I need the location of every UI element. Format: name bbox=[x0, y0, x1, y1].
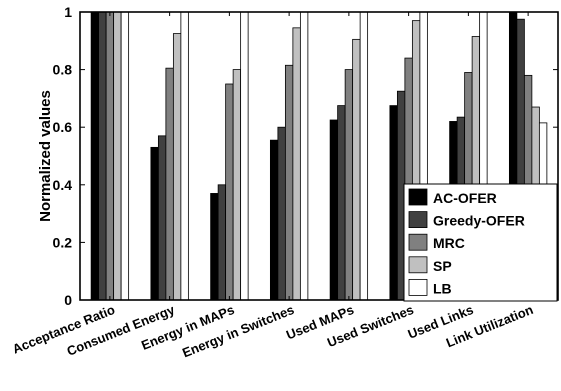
legend-label: MRC bbox=[433, 235, 465, 251]
bar bbox=[389, 105, 398, 301]
y-axis-label: Normalized values bbox=[37, 90, 54, 222]
y-tick-labels: 0 0.2 0.4 0.6 0.8 1 bbox=[53, 4, 73, 308]
y-tick-label: 0.6 bbox=[53, 119, 73, 135]
legend-label: Greedy-OFER bbox=[433, 213, 525, 229]
bar bbox=[277, 126, 286, 301]
bar bbox=[165, 67, 174, 301]
legend-swatch bbox=[408, 278, 428, 296]
bar bbox=[344, 69, 354, 301]
y-tick-label: 0.4 bbox=[53, 177, 73, 193]
legend-box bbox=[403, 183, 558, 302]
legend-swatch bbox=[408, 233, 428, 251]
bar bbox=[337, 105, 346, 301]
y-tick-label: 0.8 bbox=[53, 62, 73, 78]
bars-layer bbox=[90, 11, 548, 301]
legend: AC-OFER Greedy-OFER MRC SP LB bbox=[403, 183, 558, 302]
bar bbox=[232, 69, 242, 301]
legend-label: SP bbox=[433, 258, 452, 274]
bar bbox=[105, 11, 115, 301]
y-tick-label: 0 bbox=[64, 292, 72, 308]
bar bbox=[210, 193, 219, 301]
legend-swatch bbox=[408, 188, 428, 206]
plot-frame bbox=[79, 11, 559, 301]
bar bbox=[157, 135, 167, 301]
bar bbox=[329, 119, 339, 301]
bar bbox=[180, 11, 189, 301]
bar bbox=[240, 11, 249, 301]
bar bbox=[172, 33, 182, 301]
bar bbox=[299, 11, 309, 301]
legend-label: AC-OFER bbox=[433, 190, 497, 206]
bar bbox=[284, 64, 294, 301]
legend-swatch bbox=[408, 211, 428, 229]
bar bbox=[225, 83, 234, 301]
bar bbox=[90, 11, 100, 301]
bar bbox=[217, 184, 227, 301]
legend-swatch bbox=[408, 256, 428, 274]
bar bbox=[120, 11, 130, 301]
legend-label: LB bbox=[433, 280, 452, 296]
bar bbox=[113, 11, 122, 301]
bar bbox=[269, 139, 279, 301]
bar bbox=[352, 38, 361, 301]
bar bbox=[150, 146, 159, 301]
y-tick-label: 0.2 bbox=[53, 234, 73, 250]
bar bbox=[292, 27, 301, 301]
bar bbox=[359, 11, 369, 301]
bar bbox=[98, 11, 107, 301]
y-tick-label: 1 bbox=[64, 4, 72, 20]
